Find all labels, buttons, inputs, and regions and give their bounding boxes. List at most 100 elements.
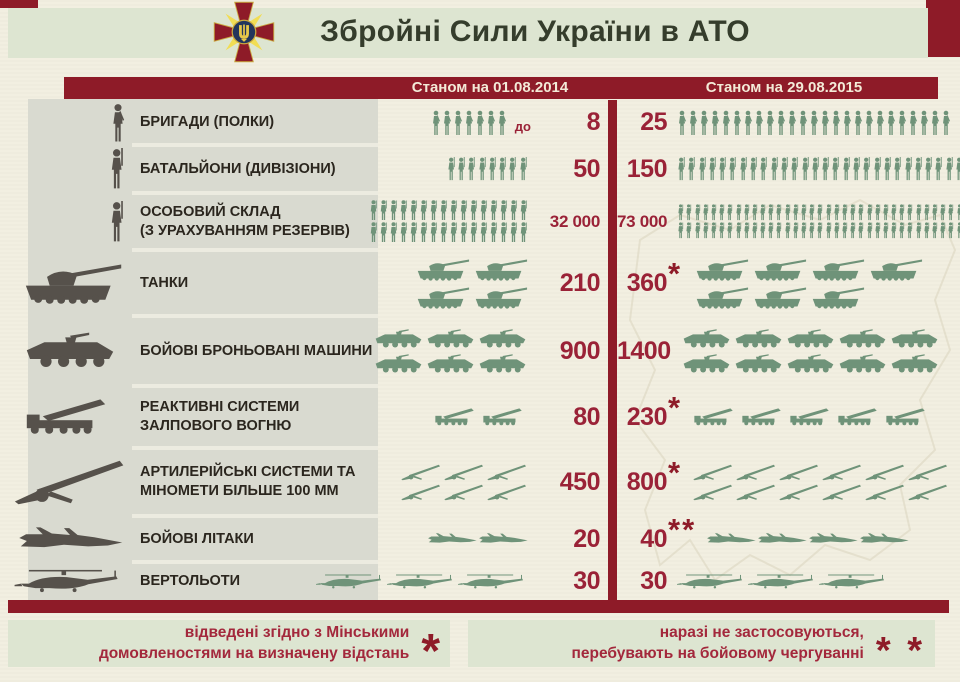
soldier-b-icon (698, 157, 707, 181)
soldier-c-icon (857, 204, 864, 221)
soldier-c-icon (816, 222, 823, 239)
soldier-c-icon (857, 222, 864, 239)
pictogram-line (677, 222, 960, 239)
count-2014: 20 (573, 524, 600, 553)
soldier-a-icon (442, 110, 452, 136)
artillery-icon (907, 484, 949, 501)
soldier-c-icon (499, 222, 508, 243)
soldier-b-icon (759, 157, 768, 181)
count-2014: 30 (573, 566, 600, 595)
soldier-c-icon (389, 222, 398, 243)
value-2014: 30 (378, 566, 601, 595)
value-2014: 50 (378, 156, 601, 182)
soldier-b-icon (457, 157, 466, 181)
count-2014: 80 (573, 402, 600, 431)
mlrs-icon (481, 407, 528, 427)
pictogram-line (677, 204, 960, 221)
soldier-c-icon (947, 204, 954, 221)
soldier-a-icon (875, 110, 885, 136)
artillery-icon (735, 484, 777, 501)
soldier-b-icon (109, 201, 126, 243)
asterisk-mark: * (668, 389, 683, 425)
row-label: БОЙОВІ БРОНЬОВАНІ МАШИНИ (140, 342, 378, 361)
pictogram-2014 (447, 157, 528, 181)
count-2014: 900 (559, 336, 601, 365)
soldier-a-icon (798, 110, 808, 136)
soldier-c-icon (849, 222, 856, 239)
soldier-c-icon (726, 204, 733, 221)
tank-icon (471, 285, 528, 310)
value-2014: до 8 (378, 110, 601, 136)
soldier-b-icon (914, 157, 923, 181)
soldier-c-icon (874, 222, 881, 239)
soldier-b-icon (924, 157, 933, 181)
mlrs-icon (884, 407, 931, 427)
soldier-a-icon (930, 110, 940, 136)
pictogram-2015 (692, 407, 931, 427)
tank-icon (750, 285, 807, 310)
soldier-a-icon (453, 110, 463, 136)
heli-icon (819, 572, 889, 591)
row-divider (132, 514, 378, 518)
soldier-a-icon (787, 110, 797, 136)
artillery-icon (864, 464, 906, 481)
soldier-c-icon (399, 200, 408, 221)
soldier-c-icon (800, 222, 807, 239)
tank-icon (471, 257, 528, 282)
pictogram-line (677, 572, 889, 591)
category-icon-cell (0, 103, 140, 143)
header-band (8, 8, 928, 58)
table-row-afv: БОЙОВІ БРОНЬОВАНІ МАШИНИ 900 1400 (0, 314, 945, 386)
value-2014: 80 (378, 402, 601, 431)
apc-icon (889, 328, 940, 350)
soldier-b-icon (883, 157, 892, 181)
pictogram-2015 (692, 464, 949, 501)
soldier-c-icon (677, 204, 684, 221)
soldier-c-icon (866, 204, 873, 221)
category-icon-cell (0, 459, 140, 506)
category-icon-cell (0, 397, 140, 437)
pictogram-line (373, 353, 528, 375)
row-label-line: РЕАКТИВНІ СИСТЕМИ (140, 399, 300, 416)
apc-icon (837, 353, 888, 375)
soldier-c-icon (479, 222, 488, 243)
pictogram-2015 (692, 257, 923, 310)
category-icon-cell (0, 330, 140, 372)
apc-icon (425, 353, 476, 375)
column-header-bar (64, 77, 938, 99)
jet-icon (859, 532, 909, 546)
artillery-icon (486, 484, 528, 501)
soldier-c-icon (509, 200, 518, 221)
bottom-bar (8, 600, 949, 613)
soldier-c-icon (931, 222, 938, 239)
row-divider (132, 143, 378, 147)
row-divider (132, 446, 378, 450)
apc-icon (477, 328, 528, 350)
row-divider (132, 314, 378, 318)
soldier-c-icon (767, 222, 774, 239)
artillery-icon (486, 464, 528, 481)
soldier-b-icon (467, 157, 476, 181)
jet-icon (17, 525, 123, 554)
footnote-text: наразі не застосовуються, перебувають на… (571, 623, 864, 662)
jet-icon (427, 532, 477, 546)
artillery-icon (778, 464, 820, 481)
row-label-line: ЗАЛПОВОГО ВОГНЮ (140, 418, 292, 434)
artillery-icon (692, 464, 734, 481)
apc-icon (681, 353, 732, 375)
soldier-b-icon (955, 157, 960, 181)
apc-icon (837, 328, 888, 350)
soldier-c-icon (906, 204, 913, 221)
pictogram-2015 (681, 328, 940, 375)
table-row-jets: БОЙОВІ ЛІТАКИ 20 40 ** (0, 514, 945, 562)
soldier-b-icon (904, 157, 913, 181)
soldier-c-icon (759, 204, 766, 221)
pictogram-line (706, 532, 909, 546)
soldier-a-icon (464, 110, 474, 136)
soldier-b-icon (687, 157, 696, 181)
soldier-c-icon (931, 204, 938, 221)
apc-icon (733, 353, 784, 375)
soldier-c-icon (743, 204, 750, 221)
soldier-a-icon (820, 110, 830, 136)
soldier-c-icon (499, 200, 508, 221)
